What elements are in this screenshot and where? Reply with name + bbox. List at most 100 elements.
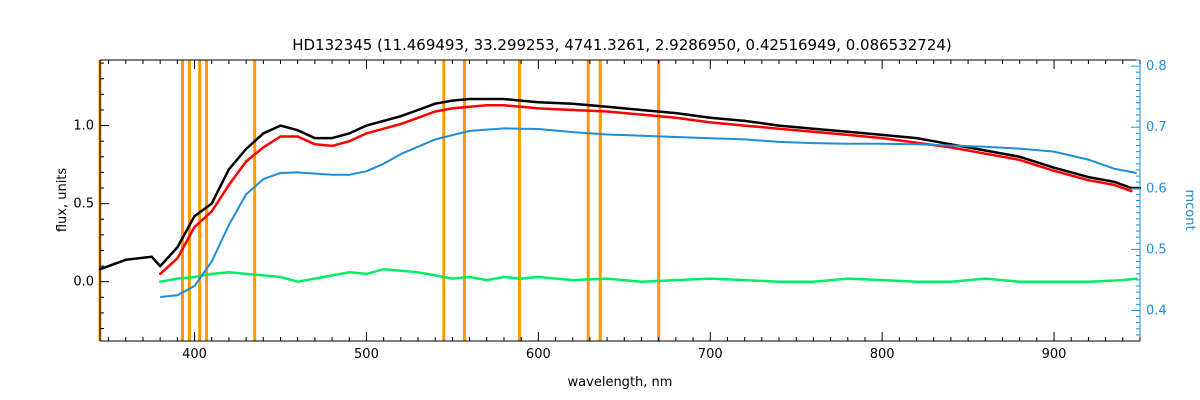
series-1-point-4 [227,183,231,187]
series-2-point-7 [279,275,282,279]
series-2-point-22 [537,275,540,279]
axes-group: 400 500 600 700 800 900 0.0 0.5 1.0 0.4 0.5 0.6 0.7 0… [73,59,1166,362]
series-0-point-34 [846,130,849,134]
series-1-point-18 [468,105,471,109]
series-0-point-42 [1113,180,1116,183]
series-2-point-13 [382,267,385,271]
series-0-point-28 [640,108,643,112]
vertical-marker-group [98,60,661,341]
series-1-point-32 [880,136,884,140]
series-1-point-16 [434,110,437,113]
series-1-point-24 [605,110,609,113]
series-2-point-33 [915,280,918,283]
series-2-point-24 [605,277,609,280]
series-1-point-8 [296,135,299,138]
series-0-point-31 [743,119,746,123]
series-2-point-14 [399,269,403,272]
series-2-point-3 [210,272,213,276]
series-0-point-25 [537,100,540,104]
series-2-point-37 [1052,280,1056,283]
series-2-point-18 [468,275,471,279]
series-2-point-21 [519,277,523,280]
y-tick-label-0: 0.0 [73,275,94,290]
x-axis-label: wavelength, nm [568,375,673,390]
series-0-point-26 [571,102,574,105]
series-2-point-17 [451,277,454,280]
series-1-point-34 [949,146,953,149]
series-0-point-10 [279,124,282,127]
y2-tick-label-0: 0.4 [1146,303,1167,318]
series-2-point-40 [1135,277,1138,280]
series-group [98,97,1142,298]
series-1-point-17 [451,107,454,110]
series-0-point-36 [915,136,918,140]
series-2-point-12 [365,272,368,276]
series-1-point-1 [176,257,179,260]
series-0-point-39 [1018,155,1021,158]
series-0-point-4 [176,246,179,249]
series-2-point-1 [176,277,179,280]
series-0-point-14 [348,132,351,135]
series-2-point-31 [846,277,849,280]
series-0-point-30 [709,116,712,119]
series-line-2 [159,267,1137,283]
series-0-point-8 [244,147,248,151]
series-1-point-39 [1113,183,1116,187]
chart-title: HD132345 (11.469493, 33.299253, 4741.326… [292,36,952,54]
series-0-point-32 [777,124,781,127]
series-1-point-7 [279,135,282,138]
series-1-point-12 [365,132,368,135]
series-2-point-10 [330,274,334,277]
series-2-point-26 [674,278,678,282]
series-2-point-39 [1121,278,1125,282]
series-1-point-36 [1018,158,1021,162]
series-0-point-9 [262,132,265,135]
series-1-point-5 [244,160,248,163]
series-2-point-8 [296,280,299,283]
series-0-point-33 [812,127,815,130]
series-2-point-9 [313,277,317,280]
series-1-point-20 [502,104,506,107]
series-2-point-34 [949,280,953,283]
series-1-point-35 [984,152,987,155]
series-2-point-30 [812,280,815,283]
series-0-point-7 [227,168,231,171]
y2-tick-label-1: 0.5 [1146,242,1167,257]
series-2-point-35 [984,277,987,280]
series-2-point-0 [158,280,162,283]
series-1-point-11 [348,139,351,143]
series-0-point-22 [485,97,488,101]
series-1-point-3 [210,210,213,213]
series-1-point-30 [812,130,815,134]
series-1-point-23 [571,108,574,112]
series-0-point-16 [382,119,385,123]
y-tick-label-1: 0.5 [73,197,94,212]
series-1-point-31 [846,133,849,137]
series-2-point-4 [227,271,231,274]
series-1-point-28 [743,124,746,127]
series-2-point-28 [743,278,746,282]
series-0-point-15 [365,124,368,127]
y2-tick-label-2: 0.6 [1146,181,1167,196]
series-0-point-17 [399,115,403,118]
series-2-point-2 [193,275,196,279]
series-0-point-19 [434,102,437,105]
series-2-point-32 [880,278,884,282]
x-tick-label-4: 800 [870,347,895,362]
series-0-point-13 [330,136,334,140]
series-0-point-12 [313,136,317,140]
series-1-point-9 [313,143,317,146]
series-2-point-23 [571,278,574,282]
series-2-point-27 [709,277,712,280]
series-1-point-21 [519,105,523,109]
series-1-point-19 [485,104,488,107]
series-0-point-38 [984,149,987,152]
series-0-point-3 [158,264,162,268]
series-0-point-24 [519,99,523,102]
series-0-point-18 [416,108,420,112]
series-0-point-6 [210,202,213,205]
y2-tick-label-4: 0.8 [1146,59,1167,74]
series-0-point-29 [674,111,678,115]
series-0-point-11 [296,129,299,132]
series-1-point-0 [158,272,162,276]
